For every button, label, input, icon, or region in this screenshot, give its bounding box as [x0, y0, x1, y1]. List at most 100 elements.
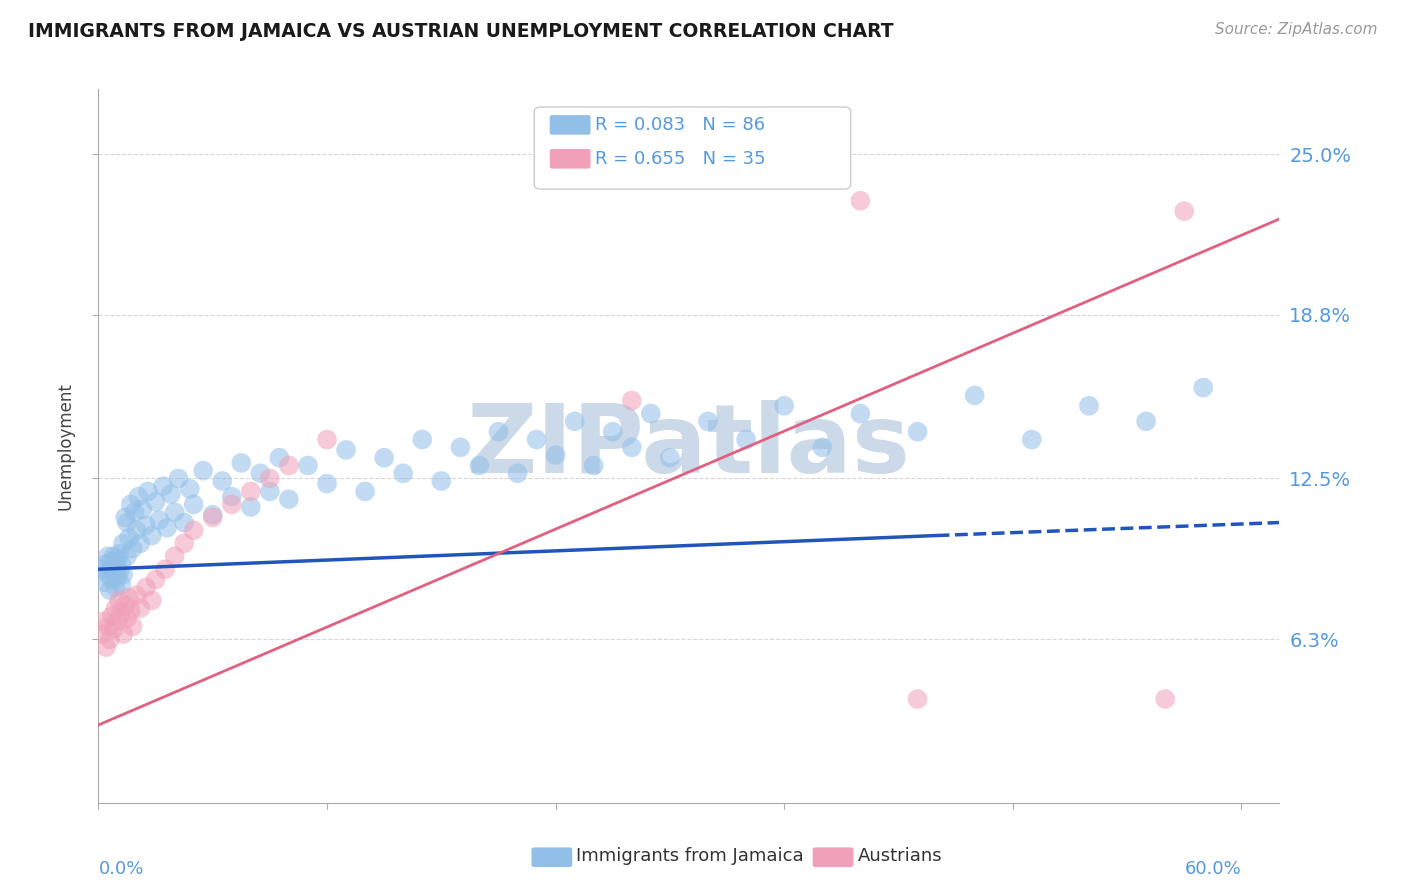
Point: [120, 497, 142, 511]
Point: [249, 467, 271, 481]
Point: [97, 549, 120, 564]
Point: [100, 573, 122, 587]
Point: [488, 425, 510, 439]
Point: [107, 614, 129, 628]
Point: [173, 536, 195, 550]
Point: [104, 581, 127, 595]
Point: [107, 552, 129, 566]
Point: [430, 474, 453, 488]
Point: [335, 442, 357, 457]
Point: [112, 536, 135, 550]
Point: [91, 562, 114, 576]
Point: [156, 521, 179, 535]
Point: [183, 524, 205, 538]
Point: [100, 609, 122, 624]
Text: R = 0.083   N = 86: R = 0.083 N = 86: [595, 116, 765, 134]
Point: [849, 194, 872, 208]
Point: [135, 518, 157, 533]
Point: [201, 510, 224, 524]
Point: [602, 425, 624, 439]
Text: IMMIGRANTS FROM JAMAICA VS AUSTRIAN UNEMPLOYMENT CORRELATION CHART: IMMIGRANTS FROM JAMAICA VS AUSTRIAN UNEM…: [28, 22, 894, 41]
Point: [148, 513, 170, 527]
Y-axis label: Unemployment: Unemployment: [56, 382, 75, 510]
Text: Source: ZipAtlas.com: Source: ZipAtlas.com: [1215, 22, 1378, 37]
Point: [110, 578, 132, 592]
Point: [221, 497, 243, 511]
Point: [127, 490, 149, 504]
Point: [103, 622, 125, 636]
Point: [259, 484, 281, 499]
Point: [108, 565, 131, 579]
Point: [183, 497, 205, 511]
Point: [124, 505, 146, 519]
Point: [121, 541, 143, 556]
Point: [468, 458, 491, 473]
Point: [93, 614, 115, 628]
Point: [392, 467, 415, 481]
Point: [620, 393, 643, 408]
Text: ZIPatlas: ZIPatlas: [467, 400, 911, 492]
Point: [104, 601, 127, 615]
Point: [118, 591, 141, 605]
Point: [697, 414, 720, 428]
Point: [411, 433, 433, 447]
Point: [114, 510, 136, 524]
Point: [129, 601, 152, 615]
Point: [907, 692, 929, 706]
Point: [316, 433, 339, 447]
Point: [239, 500, 262, 514]
Point: [121, 619, 143, 633]
Point: [201, 508, 224, 522]
Point: [316, 476, 339, 491]
Point: [506, 467, 529, 481]
Point: [907, 425, 929, 439]
Point: [297, 458, 319, 473]
Point: [354, 484, 377, 499]
Point: [163, 549, 186, 564]
Point: [1078, 399, 1101, 413]
Point: [108, 593, 131, 607]
Point: [98, 562, 121, 576]
Point: [620, 440, 643, 454]
Point: [277, 458, 299, 473]
Point: [94, 557, 117, 571]
Point: [544, 448, 567, 462]
Point: [100, 554, 122, 568]
Point: [193, 464, 215, 478]
Point: [773, 399, 796, 413]
Point: [131, 502, 153, 516]
Point: [239, 484, 262, 499]
Point: [811, 440, 834, 454]
Point: [97, 567, 120, 582]
Point: [104, 559, 127, 574]
Point: [125, 524, 148, 538]
Point: [120, 604, 142, 618]
Point: [91, 627, 114, 641]
Point: [963, 388, 986, 402]
Point: [115, 549, 138, 564]
Point: [1192, 381, 1215, 395]
Point: [658, 450, 681, 465]
Point: [1135, 414, 1157, 428]
Text: 60.0%: 60.0%: [1185, 860, 1241, 878]
Point: [107, 570, 129, 584]
Point: [1173, 204, 1195, 219]
Point: [735, 433, 758, 447]
Text: R = 0.655   N = 35: R = 0.655 N = 35: [595, 150, 765, 168]
Point: [97, 619, 120, 633]
Point: [141, 593, 163, 607]
Point: [564, 414, 586, 428]
Point: [112, 627, 135, 641]
Point: [141, 528, 163, 542]
Point: [173, 516, 195, 530]
Point: [135, 581, 157, 595]
Point: [582, 458, 605, 473]
Point: [1021, 433, 1043, 447]
Point: [373, 450, 395, 465]
Text: 0.0%: 0.0%: [98, 860, 143, 878]
Point: [108, 547, 131, 561]
Point: [269, 450, 291, 465]
Point: [449, 440, 471, 454]
Point: [114, 599, 136, 613]
Point: [103, 567, 125, 582]
